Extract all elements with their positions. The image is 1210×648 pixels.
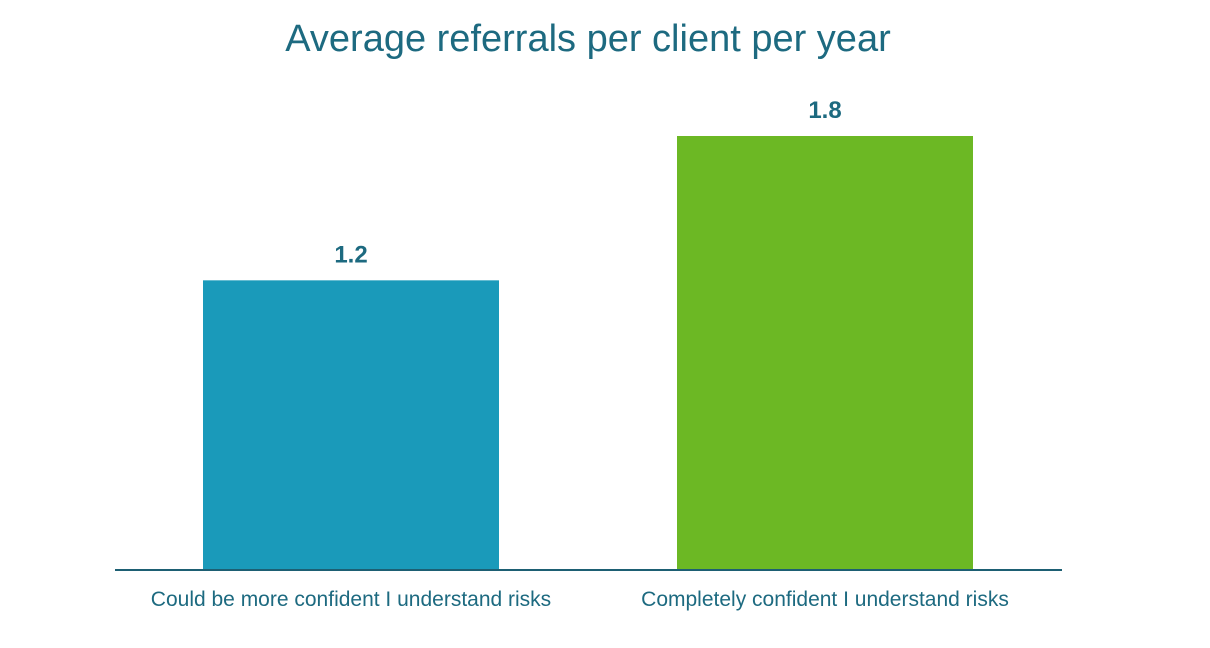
data-label-1: 1.2 (334, 241, 367, 268)
chart-title: Average referrals per client per year (285, 18, 891, 60)
x-tick-label-1: Could be more confident I understand ris… (151, 588, 551, 611)
data-label-2: 1.8 (808, 97, 841, 124)
bar-2 (677, 136, 973, 569)
bar-1 (203, 280, 499, 569)
x-tick-label-2: Completely confident I understand risks (641, 588, 1009, 611)
